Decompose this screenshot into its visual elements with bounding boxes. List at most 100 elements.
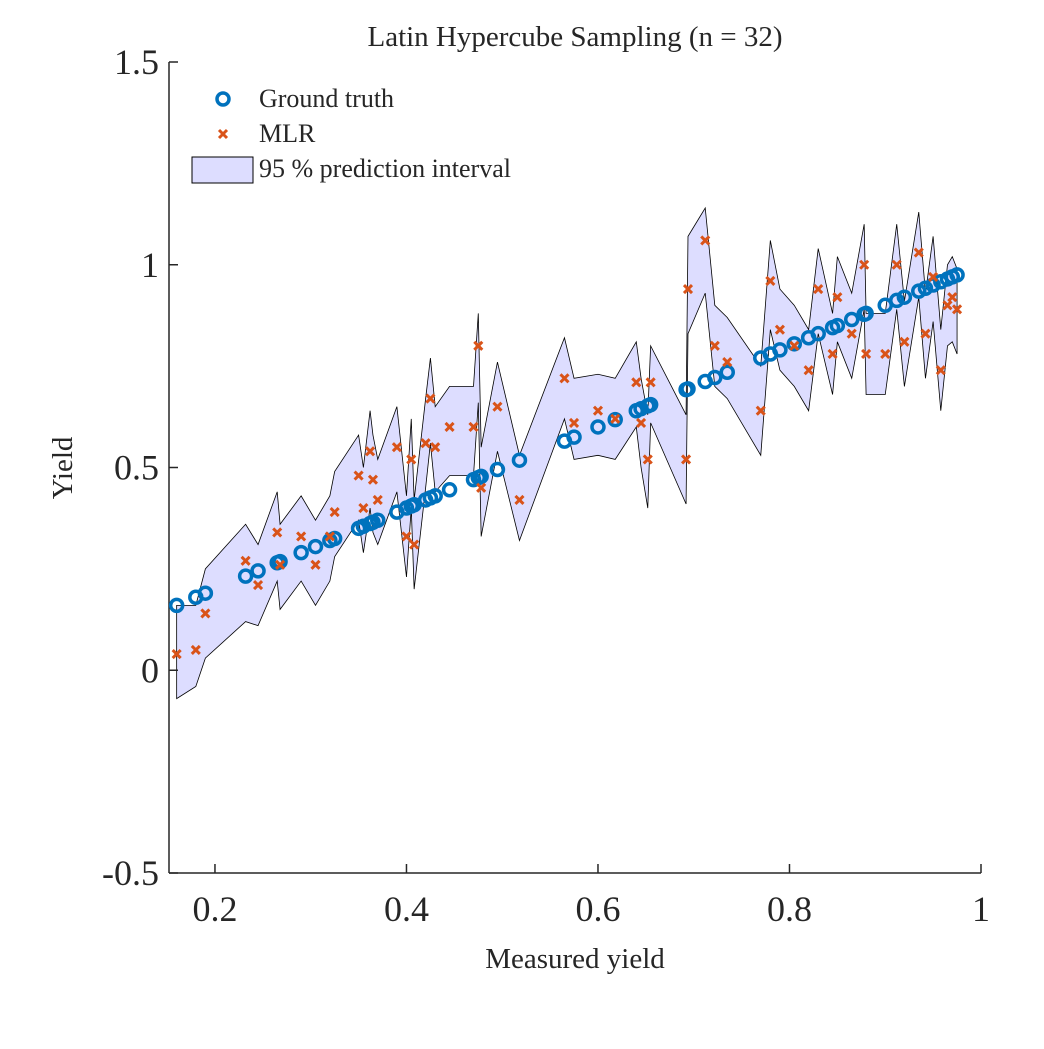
- y-tick-label: 0: [141, 650, 159, 690]
- ground-truth-point: [427, 488, 443, 504]
- mlr-point: [920, 328, 931, 339]
- prediction-band: [176, 206, 958, 700]
- mlr-point: [190, 644, 201, 656]
- mlr-point: [252, 580, 264, 591]
- x-axis-label: Measured yield: [485, 943, 665, 975]
- mlr-point: [492, 401, 503, 412]
- mlr-point: [592, 405, 604, 416]
- ground-truth-point: [642, 396, 659, 413]
- mlr-point: [765, 275, 776, 287]
- mlr-point: [171, 648, 182, 660]
- mlr-point: [891, 259, 902, 270]
- mlr-point: [358, 502, 369, 514]
- mlr-point: [880, 348, 891, 360]
- ground-truth-point: [590, 419, 606, 435]
- chart-title: Latin Hypercube Sampling (n = 32): [367, 21, 782, 53]
- ground-truth-point: [858, 305, 874, 322]
- mlr-point: [942, 300, 953, 311]
- mlr-point: [476, 482, 487, 493]
- mlr-point: [913, 247, 924, 258]
- mlr-point: [803, 365, 814, 376]
- mlr-point: [367, 474, 379, 485]
- mlr-point: [774, 324, 785, 335]
- mlr-point: [514, 494, 525, 506]
- mlr-point: [952, 304, 963, 315]
- mlr-point: [200, 608, 211, 619]
- mlr-point: [846, 328, 857, 339]
- ground-truth-point: [949, 267, 965, 283]
- mlr-point: [275, 559, 286, 570]
- y-tick-label: 1.5: [114, 42, 159, 82]
- mlr-point: [409, 539, 420, 550]
- x-tick-label: 1: [972, 889, 990, 929]
- mlr-point: [681, 454, 692, 465]
- mlr-point: [832, 292, 843, 303]
- mlr-point: [700, 235, 711, 246]
- ground-truth-point: [829, 317, 846, 334]
- ground-truth-point: [786, 336, 803, 352]
- x-tick-label: 0.4: [384, 889, 429, 929]
- legend-band-swatch: [191, 156, 254, 184]
- mlr-point: [401, 531, 412, 542]
- mlr-point: [899, 336, 910, 347]
- mlr-point: [296, 531, 307, 542]
- mlr-point: [372, 494, 383, 506]
- mlr-point: [468, 421, 479, 433]
- y-tick-label: 0.5: [114, 448, 159, 488]
- ground-truth-point: [566, 429, 582, 445]
- ground-truth-point: [441, 482, 458, 498]
- ground-truth-point: [719, 364, 735, 380]
- mlr-point: [353, 470, 364, 481]
- ground-truth-point: [197, 585, 214, 601]
- ground-truth-point: [168, 597, 185, 614]
- ground-truth-point: [888, 292, 905, 309]
- ground-truth-point: [917, 280, 934, 297]
- ground-truth-point: [896, 289, 913, 305]
- mlr-point: [722, 357, 733, 368]
- ground-truth-point: [473, 468, 489, 485]
- mlr-point: [444, 421, 455, 433]
- legend-label: 95 % prediction interval: [259, 154, 511, 183]
- ground-truth-point: [772, 342, 788, 358]
- legend-label: Ground truth: [259, 84, 394, 113]
- mlr-point: [645, 377, 656, 388]
- mlr-point: [813, 284, 824, 295]
- mlr-point: [682, 284, 694, 295]
- ground-truth-point: [250, 563, 266, 579]
- x-tick-label: 0.8: [767, 889, 812, 929]
- mlr-point: [310, 559, 321, 570]
- mlr-point: [568, 417, 580, 428]
- ground-truth-point: [369, 512, 386, 528]
- mlr-point: [789, 340, 800, 351]
- legend-marker: [215, 91, 231, 107]
- ground-truth-point: [293, 544, 309, 561]
- mlr-point: [420, 438, 431, 449]
- x-tick-label: 0.2: [192, 889, 237, 929]
- mlr-point: [391, 442, 402, 453]
- mlr-point: [755, 405, 766, 416]
- y-axis-label: Yield: [47, 436, 79, 499]
- mlr-point: [430, 442, 441, 453]
- mlr-point: [935, 365, 946, 376]
- mlr-point: [425, 393, 436, 404]
- ground-truth-point: [607, 411, 623, 428]
- y-tick-label: -0.5: [102, 853, 159, 893]
- mlr-point: [473, 340, 484, 351]
- ground-truth-point: [272, 553, 288, 570]
- y-tick-label: 1: [141, 245, 159, 285]
- mlr-point: [642, 454, 653, 465]
- mlr-point: [329, 507, 340, 518]
- mlr-point: [610, 413, 621, 424]
- legend-label: MLR: [259, 119, 316, 148]
- ground-truth-point: [237, 568, 254, 584]
- ground-truth-point: [843, 311, 860, 328]
- x-tick-label: 0.6: [575, 889, 620, 929]
- mlr-point: [631, 377, 642, 388]
- ground-truth-point: [707, 369, 723, 386]
- mlr-point: [859, 259, 870, 270]
- mlr-point: [406, 454, 417, 465]
- ground-truth-point: [511, 452, 528, 468]
- mlr-point: [324, 531, 335, 542]
- ground-truth-point: [489, 461, 506, 478]
